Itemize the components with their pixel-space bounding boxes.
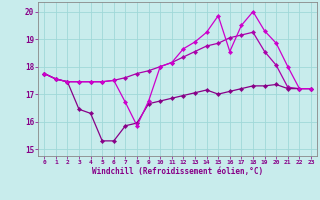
X-axis label: Windchill (Refroidissement éolien,°C): Windchill (Refroidissement éolien,°C) [92,167,263,176]
